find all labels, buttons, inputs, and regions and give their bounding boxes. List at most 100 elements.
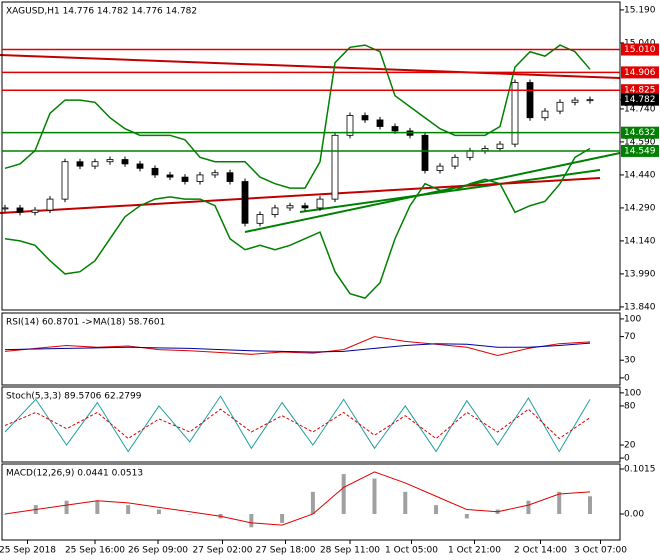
y-tick-label: 100 <box>624 388 641 398</box>
macd-bar <box>95 500 100 514</box>
macd-bar <box>341 474 346 514</box>
candle <box>301 205 309 209</box>
bollinger-band <box>4 44 591 189</box>
y-tick-label: 0.00 <box>624 509 644 519</box>
y-tick-label: 80 <box>624 401 636 411</box>
y-tick-label: 100 <box>624 314 641 324</box>
y-tick-label: 20 <box>624 441 636 451</box>
level-label: 14.906 <box>624 68 656 78</box>
y-tick-label: 13.990 <box>624 269 656 279</box>
panel-title: XAGUSD,H1 14.776 14.782 14.776 14.782 <box>6 7 197 17</box>
y-tick-label: 15.190 <box>624 5 656 15</box>
panel-frame <box>1 463 621 541</box>
level-box <box>621 84 659 97</box>
y-tick-label: 0 <box>624 373 630 383</box>
candle <box>1 207 9 210</box>
x-tick-label: 25 Sep 2018 <box>0 546 56 556</box>
candle <box>76 161 84 167</box>
level-label: 15.010 <box>624 45 656 55</box>
candle <box>466 150 474 158</box>
candle <box>556 101 564 112</box>
y-tick-label: 70 <box>624 332 636 342</box>
macd-bar <box>526 500 531 514</box>
candle <box>346 115 354 136</box>
x-tick-label: 25 Sep 16:00 <box>65 546 125 556</box>
candle <box>61 161 69 200</box>
x-tick-label: 27 Sep 18:00 <box>255 546 315 556</box>
level-label: 14.549 <box>624 146 656 156</box>
level-box <box>621 66 659 79</box>
macd-bar <box>280 513 285 523</box>
candle <box>151 167 159 176</box>
macd-bar <box>187 513 192 515</box>
y-tick-label: 14.140 <box>624 236 656 246</box>
candle <box>166 174 174 178</box>
trend-line <box>0 54 621 79</box>
macd-bar <box>464 513 469 519</box>
macd-bar <box>588 496 592 514</box>
candle <box>451 156 459 167</box>
candle <box>31 209 39 213</box>
macd-bar <box>3 513 7 515</box>
indicator-line <box>4 342 591 353</box>
macd-bar <box>403 491 408 514</box>
bollinger-band <box>4 147 591 299</box>
x-tick-label: 2 Oct 14:00 <box>514 546 567 556</box>
y-tick-label: 30 <box>624 356 636 366</box>
macd-bar <box>434 505 439 514</box>
macd-bar <box>557 491 562 514</box>
candle <box>436 165 444 171</box>
candle <box>196 174 204 182</box>
panel-frame <box>1 312 621 386</box>
candle <box>136 163 144 169</box>
candle <box>586 99 594 102</box>
x-tick-label: 28 Sep 11:00 <box>320 546 380 556</box>
macd-bar <box>372 478 377 514</box>
panel-frame <box>1 386 621 463</box>
macd-bar <box>64 500 69 514</box>
y-tick-label: 14.290 <box>624 203 656 213</box>
y-tick-label: 14.740 <box>624 104 656 114</box>
indicator-line <box>4 336 591 357</box>
level-box <box>621 144 659 157</box>
y-tick-label: 14.440 <box>624 170 656 180</box>
macd-bar <box>126 505 131 514</box>
level-box <box>621 43 659 56</box>
candle <box>511 82 519 145</box>
candle <box>226 172 234 182</box>
candle <box>496 143 504 149</box>
y-tick-label: 14.590 <box>624 137 656 147</box>
candle <box>526 82 534 119</box>
indicator-line <box>4 408 591 440</box>
candle <box>106 159 114 163</box>
level-box <box>621 126 659 139</box>
candle <box>271 207 279 215</box>
candle <box>256 214 264 224</box>
panel-frame <box>1 1 621 311</box>
x-tick-label: 3 Oct 07:00 <box>574 546 627 556</box>
candle <box>91 161 99 167</box>
level-label: 14.632 <box>624 128 656 138</box>
candle <box>16 207 24 213</box>
candle <box>211 172 219 176</box>
candle <box>286 205 294 209</box>
candle <box>241 181 249 224</box>
candle <box>316 198 324 209</box>
panel-title: RSI(14) 60.8701 ->MA(18) 58.7601 <box>6 318 165 328</box>
x-tick-label: 1 Oct 21:00 <box>448 546 501 556</box>
candle <box>181 176 189 182</box>
candle <box>331 134 339 200</box>
panel-title: Stoch(5,3,3) 89.5706 62.2799 <box>6 392 142 402</box>
macd-bar <box>310 491 315 514</box>
indicator-line <box>4 471 591 526</box>
level-label: 14.782 <box>624 95 656 105</box>
candle <box>541 110 549 119</box>
y-tick-label: 0.1015 <box>624 465 656 475</box>
x-tick-label: 27 Sep 02:00 <box>192 546 252 556</box>
candle <box>571 99 579 103</box>
y-tick-label: 13.840 <box>624 302 656 312</box>
candle <box>376 119 384 127</box>
candle <box>361 115 369 121</box>
candle <box>121 159 129 165</box>
